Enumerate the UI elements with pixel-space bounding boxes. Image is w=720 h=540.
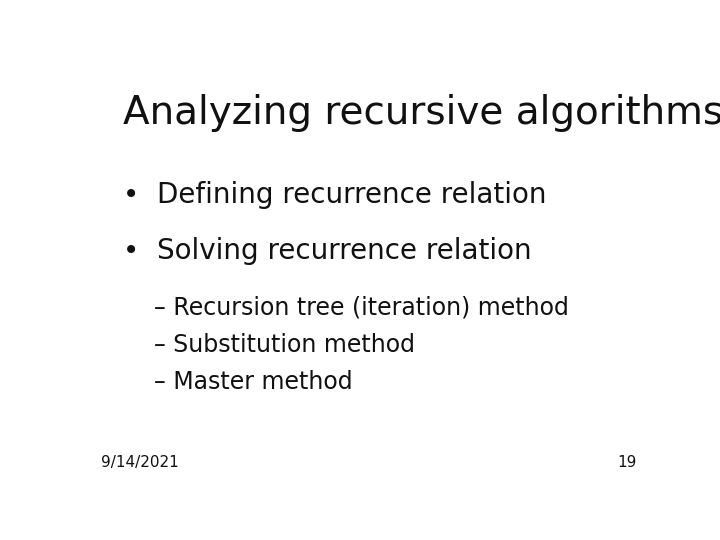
Text: – Master method: – Master method [154, 370, 353, 394]
Text: •  Solving recurrence relation: • Solving recurrence relation [124, 238, 532, 265]
Text: Analyzing recursive algorithms: Analyzing recursive algorithms [124, 94, 720, 132]
Text: 19: 19 [618, 455, 637, 470]
Text: 9/14/2021: 9/14/2021 [101, 455, 179, 470]
Text: – Substitution method: – Substitution method [154, 333, 415, 357]
Text: – Recursion tree (iteration) method: – Recursion tree (iteration) method [154, 295, 569, 320]
Text: •  Defining recurrence relation: • Defining recurrence relation [124, 181, 547, 209]
